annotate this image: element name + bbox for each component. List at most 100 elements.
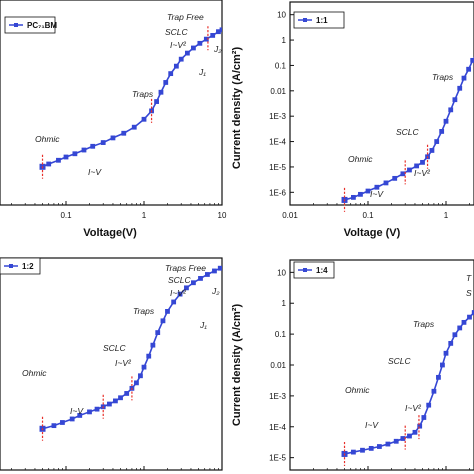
x-axis-title: Voltage(V) — [83, 227, 137, 239]
data-point — [163, 80, 169, 85]
data-point — [165, 308, 170, 314]
data-point — [106, 401, 112, 407]
x-axis-title: Voltage (V) — [344, 227, 401, 239]
data-point — [138, 373, 143, 379]
data-point — [154, 99, 159, 104]
y-tick-label: 1 — [282, 36, 287, 45]
data-point — [110, 135, 116, 141]
y-axis-title: Current density (A/cm²) — [231, 47, 243, 170]
data-point — [400, 436, 406, 441]
panel-4: 1E-5 1E-4 1E-3 0.01 0.1 1 10 Current density (A… — [231, 259, 474, 471]
data-point — [205, 272, 210, 277]
data-point — [383, 180, 389, 186]
data-point — [113, 398, 118, 404]
data-point — [393, 438, 399, 444]
legend-label: PC₇₁BM — [27, 21, 57, 30]
annotation: I~V² — [170, 288, 187, 298]
data-point — [426, 402, 432, 408]
legend: PC₇₁BM — [4, 16, 57, 34]
legend-marker — [14, 23, 18, 27]
data-point — [351, 449, 356, 455]
annotation: SCLC — [103, 343, 127, 353]
legend-label: 1:2 — [22, 262, 34, 271]
y-tick-label: 1E-3 — [269, 392, 286, 401]
data-point — [429, 148, 435, 153]
x-tick-label: 0.01 — [282, 211, 298, 220]
y-tick-label: 0.1 — [275, 61, 287, 70]
x-tick-label: 0.1 — [60, 211, 72, 220]
y-tick-label: 1 — [282, 299, 287, 308]
y-tick-label: 10 — [277, 268, 286, 277]
panel-3: 1:2 Ohmic I~V SCLC I~V² Traps Traps Free SCLC I~… — [0, 257, 223, 471]
y-tick-label: 1E-5 — [269, 454, 286, 463]
data-point — [173, 63, 179, 69]
data-point — [100, 140, 106, 145]
data-point — [158, 89, 164, 95]
annotation: I~V² — [405, 403, 422, 413]
annotation: Traps — [133, 306, 155, 316]
data-point — [439, 129, 445, 134]
annotation: Traps — [432, 72, 454, 82]
annotation: T — [466, 273, 472, 283]
data-point — [436, 374, 441, 380]
data-point — [191, 45, 196, 51]
data-point — [184, 285, 189, 291]
data-point — [400, 171, 406, 177]
data-point — [461, 75, 467, 81]
data-point — [420, 159, 425, 165]
data-point — [81, 147, 87, 153]
data-point — [385, 441, 391, 447]
legend: 1:1 — [293, 11, 345, 29]
legend-label: 1:1 — [316, 16, 328, 25]
data-point — [131, 124, 137, 130]
data-point — [69, 416, 75, 422]
annotation: J₁ — [198, 67, 206, 77]
legend-box — [4, 16, 56, 34]
data-point — [197, 40, 203, 46]
plot-frame — [0, 257, 223, 471]
data-point — [141, 116, 147, 122]
legend-marker — [303, 268, 307, 272]
annotation: SCLC — [396, 127, 420, 137]
data-point — [440, 362, 445, 368]
series-group — [341, 56, 474, 203]
x-tick-label: 1 — [142, 211, 147, 220]
data-point — [160, 318, 166, 324]
annotation: I~V² — [414, 168, 431, 178]
y-tick-label: 1E-6 — [269, 188, 286, 197]
plot-frame — [289, 1, 474, 206]
panel-1: 0.1 1 10 Voltage(V) PC₇₁BM Ohmic I~V Traps Trap … — [0, 0, 227, 239]
annotation: J₁ — [199, 320, 207, 330]
legend-marker — [303, 18, 307, 22]
y-tick-label: 1E-3 — [269, 112, 286, 121]
data-point — [392, 175, 398, 181]
series-line — [42, 267, 221, 430]
data-point — [118, 395, 123, 401]
data-point — [365, 188, 371, 194]
legend: 1:2 — [0, 257, 41, 275]
data-point — [51, 423, 57, 429]
data-point — [434, 139, 440, 144]
data-point — [351, 194, 356, 200]
series-group — [39, 265, 222, 432]
data-point — [448, 340, 454, 346]
data-point — [217, 265, 222, 271]
data-point — [46, 161, 52, 167]
legend-box — [0, 257, 41, 275]
data-point — [374, 184, 380, 190]
data-point — [376, 444, 382, 449]
data-point — [461, 319, 467, 325]
data-point — [443, 350, 449, 356]
data-point — [212, 268, 217, 274]
data-point — [417, 423, 423, 429]
annotation: I~V² — [170, 40, 187, 50]
series-group — [341, 310, 474, 457]
data-point — [177, 291, 183, 297]
series-line — [344, 56, 474, 201]
legend-box — [293, 261, 335, 279]
data-point — [216, 29, 221, 35]
annotation: J₂ — [213, 44, 222, 54]
data-point — [90, 143, 96, 149]
data-point — [141, 364, 147, 370]
series-line — [344, 311, 474, 455]
